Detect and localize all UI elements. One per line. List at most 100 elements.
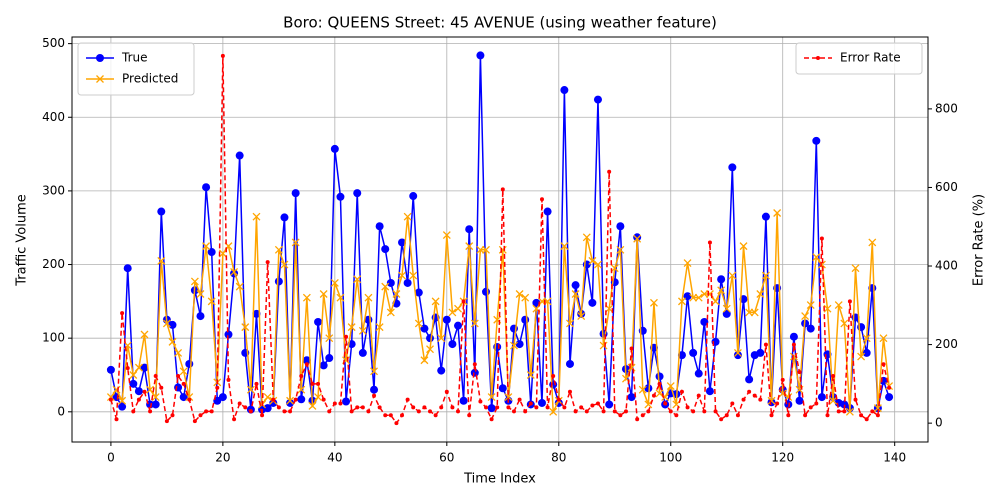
point — [655, 389, 664, 398]
point — [409, 192, 418, 201]
point — [237, 401, 242, 406]
point — [607, 169, 612, 174]
point — [683, 259, 692, 268]
point — [140, 363, 149, 372]
point — [590, 403, 595, 408]
point — [252, 309, 261, 318]
point — [293, 397, 298, 402]
point — [269, 398, 278, 407]
point — [456, 409, 461, 414]
point — [859, 413, 864, 418]
point — [831, 374, 836, 379]
point — [381, 282, 390, 291]
point — [454, 304, 462, 313]
point — [181, 381, 186, 386]
y-tick-label: 200 — [42, 257, 65, 271]
point — [134, 387, 143, 396]
point — [506, 405, 511, 410]
point — [482, 245, 490, 254]
legend-marker — [96, 75, 104, 83]
point — [476, 245, 485, 254]
point — [358, 326, 367, 335]
point — [537, 398, 546, 407]
point — [515, 340, 524, 349]
point — [325, 334, 334, 343]
point — [786, 413, 791, 418]
legend-box — [77, 42, 195, 96]
point — [702, 409, 707, 414]
point — [577, 312, 586, 321]
point — [733, 351, 742, 360]
point — [584, 409, 589, 414]
point — [241, 323, 250, 332]
point — [741, 397, 746, 402]
point — [582, 233, 591, 242]
point — [851, 264, 860, 273]
y-tick-label: 300 — [42, 183, 65, 197]
point — [819, 236, 824, 241]
point — [817, 393, 826, 402]
point — [644, 400, 653, 409]
point — [567, 389, 572, 394]
point — [439, 405, 444, 410]
y-tick-label: 0 — [57, 404, 65, 418]
point — [131, 409, 136, 414]
x-axis-label: Time Index — [463, 472, 536, 487]
point — [321, 397, 326, 402]
point — [539, 197, 544, 202]
point — [394, 421, 399, 426]
point — [674, 413, 679, 418]
point — [728, 271, 737, 280]
point — [106, 365, 115, 374]
point — [700, 317, 709, 326]
point — [857, 352, 866, 361]
point — [728, 163, 737, 172]
point — [364, 293, 373, 302]
point — [232, 417, 237, 422]
point — [638, 385, 647, 394]
point — [302, 356, 311, 365]
point — [745, 375, 754, 384]
point — [422, 405, 427, 410]
point — [797, 370, 802, 375]
point — [829, 396, 838, 405]
point — [248, 409, 253, 414]
point — [325, 354, 334, 363]
point — [571, 290, 580, 298]
point — [411, 405, 416, 410]
point — [299, 374, 304, 379]
point — [711, 297, 720, 306]
y-axis-label: Traffic Volume — [15, 194, 30, 287]
point — [136, 397, 141, 402]
chart-title: Boro: QUEENS Street: 45 AVENUE (using we… — [283, 14, 717, 32]
point — [129, 379, 138, 388]
point — [761, 212, 770, 221]
point — [271, 397, 276, 402]
point — [120, 311, 125, 316]
point — [504, 393, 513, 402]
y2-tick-label: 800 — [935, 101, 958, 115]
point — [521, 293, 530, 302]
point — [862, 334, 871, 343]
point — [534, 405, 539, 410]
point — [291, 189, 300, 198]
point — [476, 51, 485, 60]
point — [338, 401, 343, 406]
point — [459, 396, 468, 405]
point — [442, 315, 451, 324]
point — [696, 393, 701, 398]
point — [428, 409, 433, 414]
point — [679, 389, 684, 394]
point — [314, 317, 323, 326]
point — [159, 385, 164, 390]
point — [265, 260, 270, 265]
point — [644, 384, 653, 393]
point — [750, 308, 759, 317]
point — [142, 389, 147, 394]
point — [336, 293, 345, 302]
point — [842, 409, 847, 414]
point — [437, 334, 446, 343]
point — [767, 398, 776, 407]
point — [398, 238, 407, 247]
point — [336, 192, 345, 201]
